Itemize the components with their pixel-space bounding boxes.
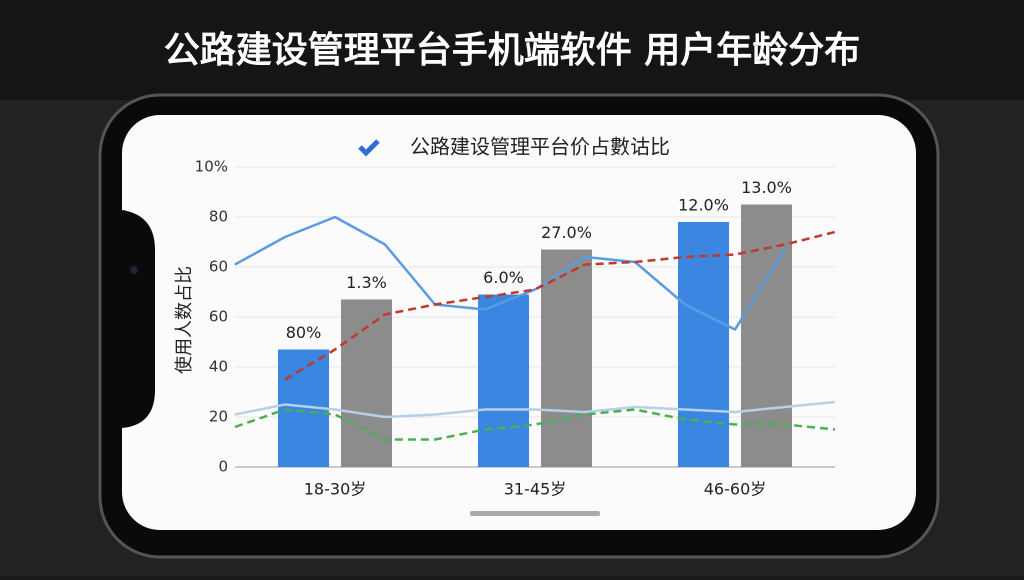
y-tick-label: 40	[209, 358, 228, 376]
line-series	[234, 215, 787, 331]
y-tick-label: 60	[209, 308, 228, 326]
bar	[541, 249, 592, 467]
title-icon	[358, 139, 380, 157]
chart-title: 公路建设管理平台价占數诂比	[410, 135, 670, 159]
line-series	[234, 408, 836, 441]
bar	[341, 299, 392, 467]
y-axis-label: 使用人数占比	[174, 266, 195, 374]
bar-annotation: 6.0%	[483, 268, 524, 287]
bar-annotation: 12.0%	[678, 196, 729, 215]
y-tick-label: 10%	[195, 158, 228, 176]
bar	[741, 204, 792, 467]
x-tick-label: 18-30岁	[304, 480, 367, 499]
line-series	[284, 230, 836, 381]
bar-annotation: 27.0%	[541, 223, 592, 242]
bar-annotation: 1.3%	[346, 273, 387, 292]
line-series	[234, 400, 836, 419]
y-tick-label: 60	[209, 258, 228, 276]
page-title: 公路建设管理平台手机端软件 用户年龄分布	[164, 30, 861, 71]
notch	[122, 210, 155, 428]
y-tick-label: 20	[209, 408, 228, 426]
header-band	[0, 0, 1024, 100]
y-tick-label: 80	[209, 208, 228, 226]
camera	[130, 266, 138, 274]
bar-annotation: 80%	[286, 323, 322, 342]
x-tick-label: 46-60岁	[704, 480, 767, 499]
bar	[678, 222, 729, 467]
x-tick-label: 31-45岁	[504, 480, 567, 499]
y-tick-label: 0	[218, 458, 228, 476]
bar	[478, 294, 529, 467]
scrollbar	[470, 511, 600, 516]
bar-annotation: 13.0%	[741, 178, 792, 197]
